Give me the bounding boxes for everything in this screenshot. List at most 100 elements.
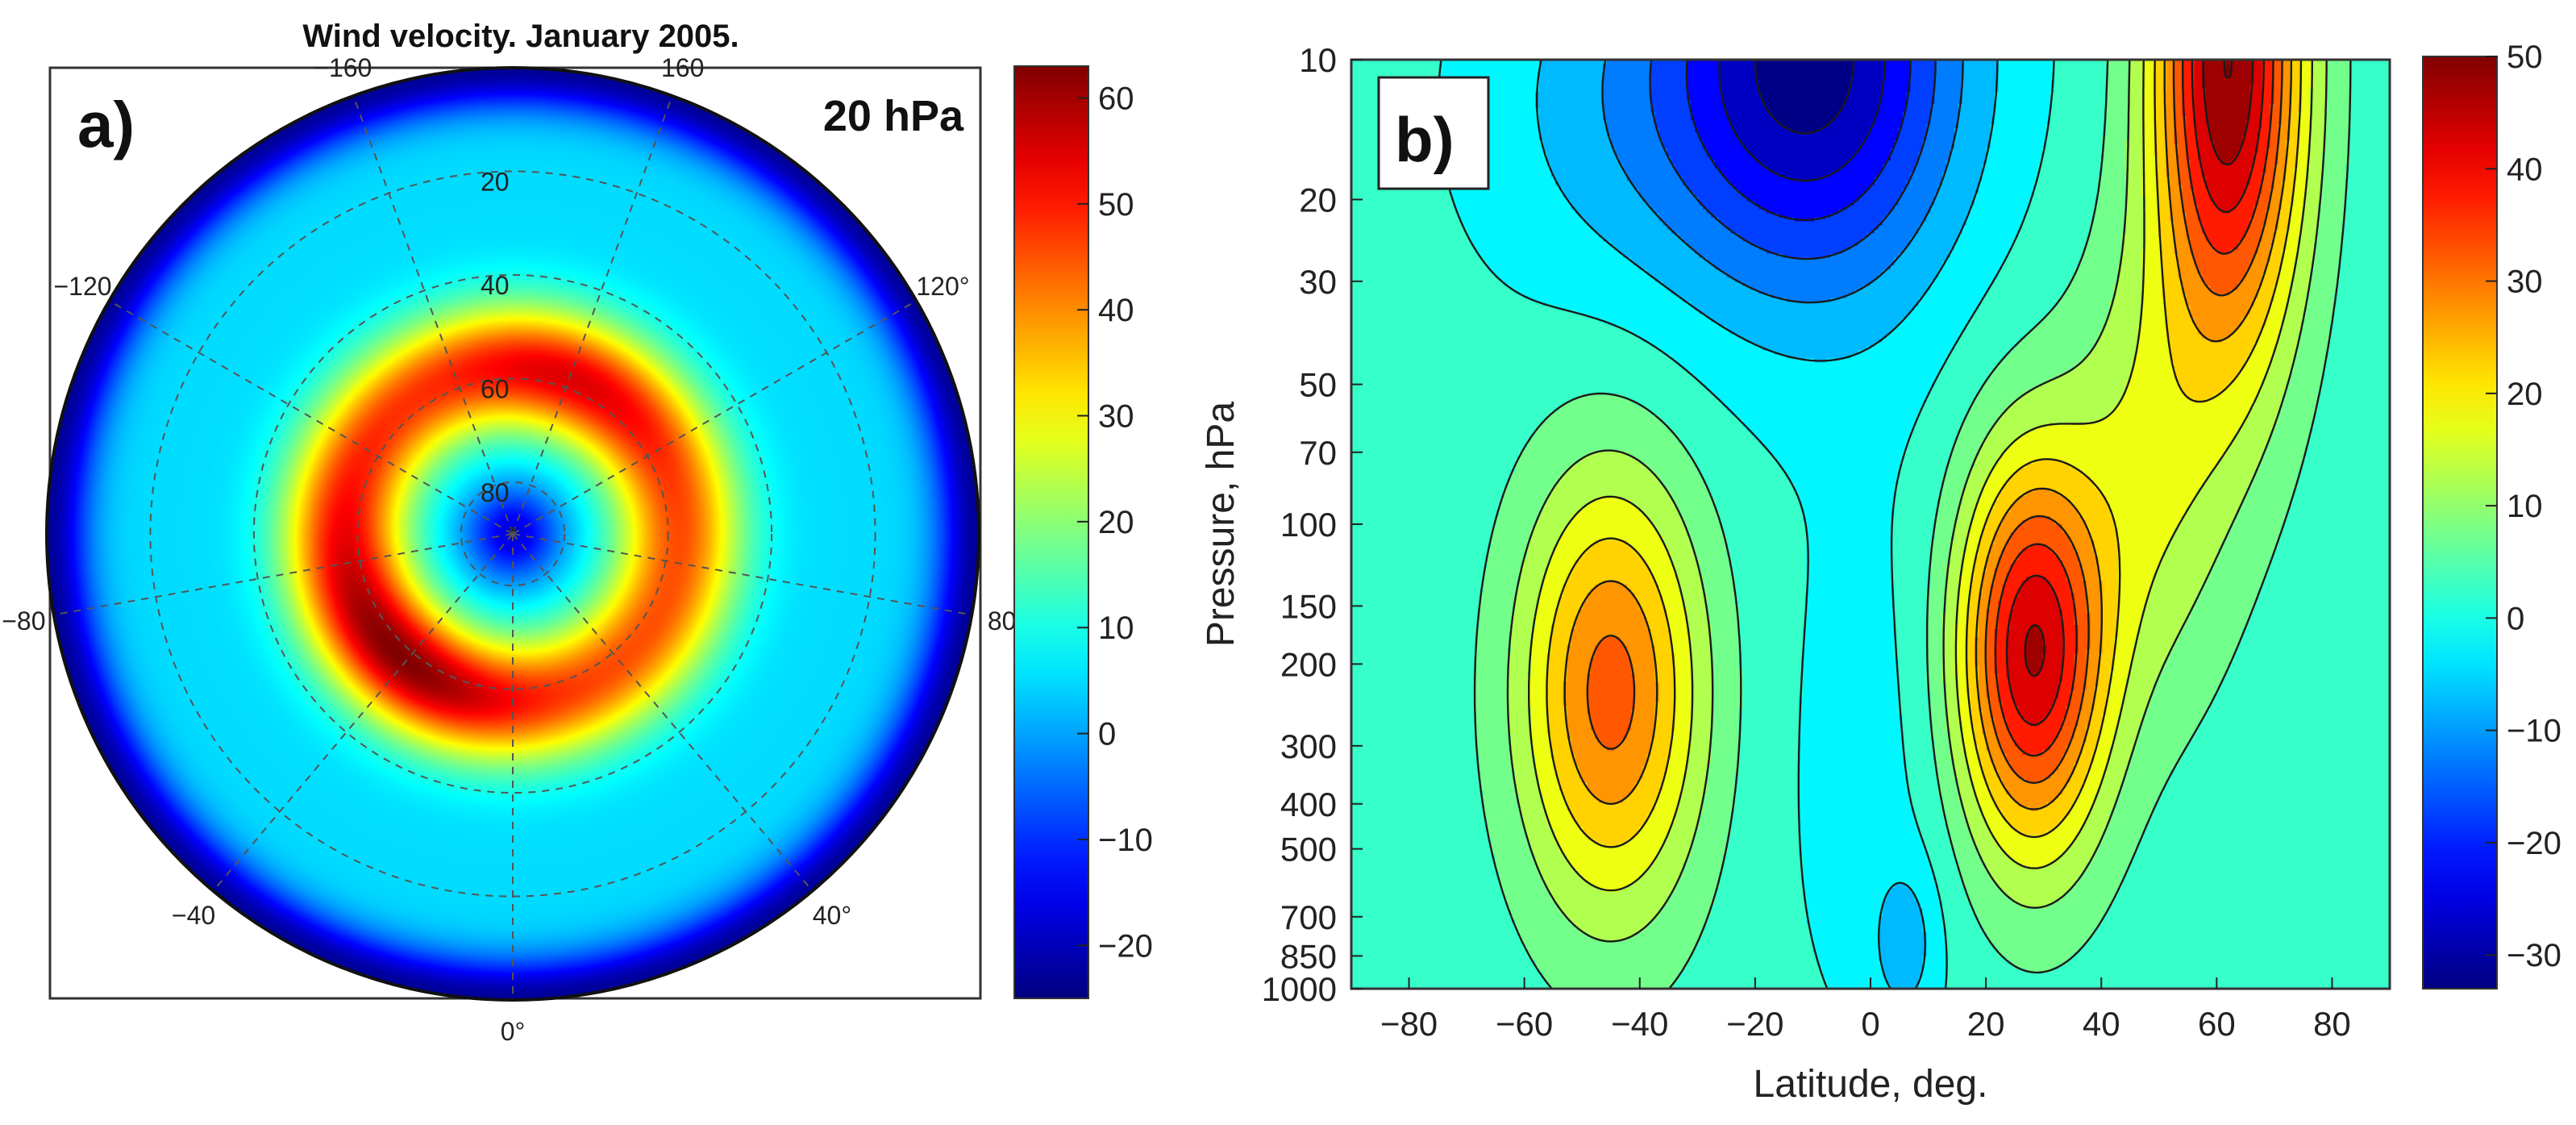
panel-b-contour-plot: −80 −60 −40 −20 0 20 40 60 80 10 20 30 50 70 100 150 200… — [1200, 41, 2391, 1106]
longitude-label: −40 — [172, 901, 215, 930]
y-tick-label: 200 — [1280, 645, 1337, 683]
meridian-line — [512, 95, 673, 535]
longitude-label: 40° — [813, 901, 851, 930]
y-tick-label: 500 — [1280, 831, 1337, 869]
longitude-label: 80 — [988, 606, 1017, 635]
contour-line — [1649, 60, 1937, 260]
y-axis-label: Pressure, hPa — [1200, 402, 1242, 647]
longitude-label: 120° — [916, 272, 969, 301]
x-tick-label: 0 — [1861, 1005, 1879, 1043]
colorbar-tick-label: 40 — [1098, 293, 1134, 328]
panel-a-label: a) — [77, 89, 135, 160]
x-tick-label: −60 — [1496, 1005, 1553, 1043]
meridian-line — [512, 533, 972, 616]
colorbar-tick-label: 10 — [1098, 610, 1134, 646]
x-tick-label: 60 — [2198, 1005, 2236, 1043]
y-tick-label: 20 — [1299, 181, 1337, 219]
colorbar-tick-label: 0 — [1098, 717, 1116, 752]
x-tick-label: 80 — [2313, 1005, 2351, 1043]
contour-line — [1536, 60, 1999, 989]
panel-a-title: Wind velocity. January 2005. — [302, 19, 739, 54]
latitude-label: 80 — [481, 478, 510, 507]
y-tick-label: 850 — [1280, 937, 1337, 975]
y-tick-label: 300 — [1280, 727, 1337, 765]
colorbar-b: 50 40 30 20 10 0 −10 −20 −30 — [2422, 40, 2561, 990]
contour-lines — [1437, 60, 2352, 989]
contour-line — [1754, 60, 1855, 135]
pole-marker: * — [510, 523, 517, 543]
contour-line — [1473, 60, 2352, 989]
latitude-circle — [460, 481, 566, 587]
colorbar-b-ticks: 50 40 30 20 10 0 −10 −20 −30 — [2486, 40, 2561, 973]
y-tick-label: 10 — [1299, 41, 1337, 79]
map-boundary-circle — [45, 66, 980, 1002]
longitude-label: −120 — [53, 272, 111, 301]
colorbar-tick-label: 50 — [1098, 187, 1134, 223]
y-tick-label: 70 — [1299, 434, 1337, 472]
latitude-circle — [252, 273, 773, 794]
map-graticule: * — [53, 95, 972, 1000]
contour-line — [1601, 60, 1964, 304]
panel-b-label: b) — [1395, 104, 1454, 175]
longitude-label: −80 — [2, 606, 45, 635]
colorbar-tick-label: 0 — [2507, 601, 2524, 636]
colorbar-tick-label: −10 — [2507, 714, 2561, 749]
level-label: 20 hPa — [823, 92, 964, 140]
colorbar-tick-label: 30 — [1098, 399, 1134, 435]
latitude-label: 40 — [481, 271, 510, 300]
colorbar-a-ramp — [1013, 65, 1089, 999]
contour-line — [1586, 60, 2283, 784]
y-tick-label: 100 — [1280, 506, 1337, 544]
colorbar-b-ramp — [2422, 56, 2498, 990]
colorbar-tick-label: 40 — [2507, 152, 2543, 187]
y-tick-label: 50 — [1299, 366, 1337, 404]
y-tick-label: 700 — [1280, 898, 1337, 936]
latitude-label: 60 — [481, 374, 510, 403]
meridian-line — [53, 533, 514, 616]
panel-b-label-background — [1377, 76, 1490, 190]
contour-line — [1528, 60, 2313, 892]
y-tick-label: 1000 — [1262, 970, 1337, 1008]
colorbar-tick-label: 20 — [2507, 377, 2543, 412]
y-tick-label: 30 — [1299, 263, 1337, 301]
panel-a-label-box: a) — [77, 89, 135, 160]
contour-line — [1563, 60, 2292, 810]
colorbar-a-ticks: 60 50 40 30 20 10 0 −10 −20 — [1077, 81, 1153, 964]
colorbar-tick-label: 60 — [1098, 81, 1134, 116]
contour-line — [1506, 60, 2328, 943]
longitude-label: 160 — [661, 53, 704, 82]
colorbar-tick-label: −20 — [1098, 928, 1153, 964]
x-tick-label: −80 — [1380, 1005, 1438, 1043]
x-tick-label: 20 — [1967, 1005, 2005, 1043]
x-axis-label: Latitude, deg. — [1754, 1063, 1988, 1106]
latitude-circle — [356, 377, 669, 690]
contour-line — [1685, 60, 1912, 221]
colorbar-tick-label: 20 — [1098, 505, 1134, 540]
panel-a-polar-map: Wind velocity. January 2005. * 20 40 60 80 0… — [2, 19, 1016, 1046]
colorbar-tick-label: −20 — [2507, 826, 2561, 861]
colorbar-a: 60 50 40 30 20 10 0 −10 −20 — [1013, 65, 1153, 999]
colorbar-tick-label: −10 — [1098, 823, 1153, 858]
contour-line — [2223, 60, 2233, 79]
meridian-line — [108, 300, 514, 535]
y-tick-label: 150 — [1280, 587, 1337, 625]
x-tick-label: −20 — [1726, 1005, 1783, 1043]
colorbar-tick-label: 50 — [2507, 40, 2543, 75]
colorbar-tick-label: −30 — [2507, 938, 2561, 973]
meridian-line — [512, 533, 814, 892]
zonal-wind-section — [1351, 60, 2390, 989]
meridian-line — [512, 300, 918, 535]
longitude-label: 0° — [501, 1017, 526, 1046]
panel-b-label-box: b) — [1377, 76, 1490, 190]
contour-line — [2024, 60, 2254, 677]
latitude-label: 20 — [481, 167, 510, 196]
meridian-line — [212, 533, 514, 892]
y-tick-label: 400 — [1280, 785, 1337, 823]
panel-b-axes: −80 −60 −40 −20 0 20 40 60 80 10 20 30 50 70 100 150 200… — [1262, 41, 2351, 1043]
contour-line — [1546, 60, 2303, 848]
colorbar-tick-label: 30 — [2507, 265, 2543, 300]
map-grid-labels: 20 40 60 80 0° 40° 80 120° 160 −160 −120 −80 −40 — [2, 53, 1016, 1046]
x-tick-label: −40 — [1611, 1005, 1668, 1043]
colorbar-tick-label: 10 — [2507, 489, 2543, 524]
